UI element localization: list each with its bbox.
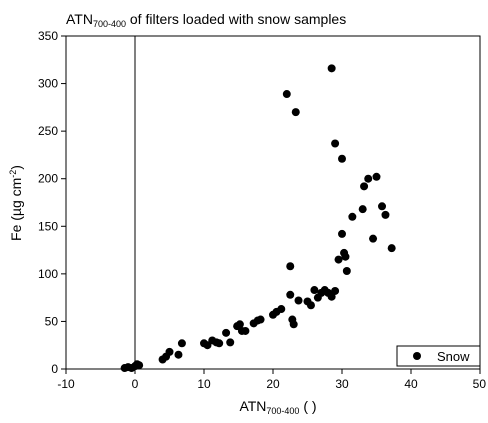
- data-point: [256, 315, 265, 324]
- y-tick-label: 250: [38, 124, 58, 138]
- data-point: [338, 229, 346, 238]
- chart-title-subscript: 700-400: [93, 19, 126, 29]
- data-point: [294, 296, 303, 305]
- x-tick-label: -10: [57, 377, 75, 391]
- x-axis-ticks: -10 0 10 20 30 40 50: [57, 369, 486, 391]
- data-point: [135, 361, 144, 370]
- y-axis-label-superscript: -2: [8, 170, 18, 178]
- data-point: [222, 328, 231, 337]
- data-point: [342, 267, 351, 276]
- x-tick-label: 50: [473, 377, 487, 391]
- data-point: [282, 90, 291, 99]
- data-point: [341, 252, 350, 261]
- legend-label-snow: Snow: [437, 349, 470, 364]
- x-tick-label: 30: [335, 377, 349, 391]
- plot-area: [65, 35, 481, 370]
- data-point: [387, 244, 396, 253]
- data-point: [338, 154, 346, 163]
- data-point: [165, 347, 174, 356]
- data-point: [331, 286, 340, 295]
- chart-title-main: ATN: [66, 11, 93, 27]
- x-tick-label: 0: [132, 377, 139, 391]
- data-point: [348, 212, 357, 221]
- y-tick-label: 0: [51, 362, 58, 376]
- data-point: [291, 108, 300, 117]
- data-points: [120, 64, 396, 373]
- data-point: [286, 290, 295, 299]
- data-point: [174, 350, 183, 359]
- y-tick-label: 350: [38, 29, 58, 43]
- data-point: [215, 339, 224, 348]
- legend-marker: [413, 352, 421, 360]
- data-point: [378, 202, 387, 211]
- data-point: [327, 64, 336, 73]
- y-axis-ticks: 0 50 100 150 200 250 300 350: [38, 29, 66, 376]
- y-axis-label-after: ): [8, 165, 24, 170]
- data-point: [241, 326, 250, 335]
- data-point: [364, 174, 373, 183]
- y-axis-label-before: Fe (µg cm: [8, 178, 24, 241]
- x-axis-label-subscript: 700-400: [266, 406, 299, 416]
- data-point: [235, 320, 244, 329]
- data-point: [331, 139, 340, 148]
- legend: Snow: [396, 345, 481, 367]
- y-tick-label: 200: [38, 172, 58, 186]
- data-point: [310, 286, 319, 295]
- legend-box: [396, 345, 481, 367]
- x-tick-label: 10: [197, 377, 211, 391]
- data-point: [360, 182, 369, 191]
- data-point: [277, 305, 286, 314]
- chart-title-rest: of filters loaded with snow samples: [126, 11, 346, 27]
- data-point: [369, 234, 378, 243]
- y-axis-label: Fe (µg cm-2): [8, 165, 24, 241]
- data-point: [306, 301, 315, 310]
- chart-title: ATN700-400 of filters loaded with snow s…: [66, 11, 346, 29]
- y-tick-label: 100: [38, 267, 58, 281]
- y-tick-label: 50: [45, 314, 59, 328]
- y-tick-label: 150: [38, 219, 58, 233]
- data-point: [286, 262, 295, 271]
- data-point: [177, 339, 186, 348]
- x-axis-label: ATN700-400 ( ): [239, 398, 316, 416]
- x-tick-label: 40: [404, 377, 418, 391]
- x-tick-label: 20: [266, 377, 280, 391]
- data-point: [334, 255, 343, 264]
- x-axis-label-main: ATN: [239, 398, 266, 414]
- data-point: [381, 210, 390, 219]
- y-tick-label: 300: [38, 77, 58, 91]
- data-point: [288, 315, 297, 324]
- data-point: [358, 205, 367, 214]
- x-axis-label-rest: ( ): [299, 398, 316, 414]
- data-point: [372, 172, 381, 181]
- data-point: [226, 338, 235, 347]
